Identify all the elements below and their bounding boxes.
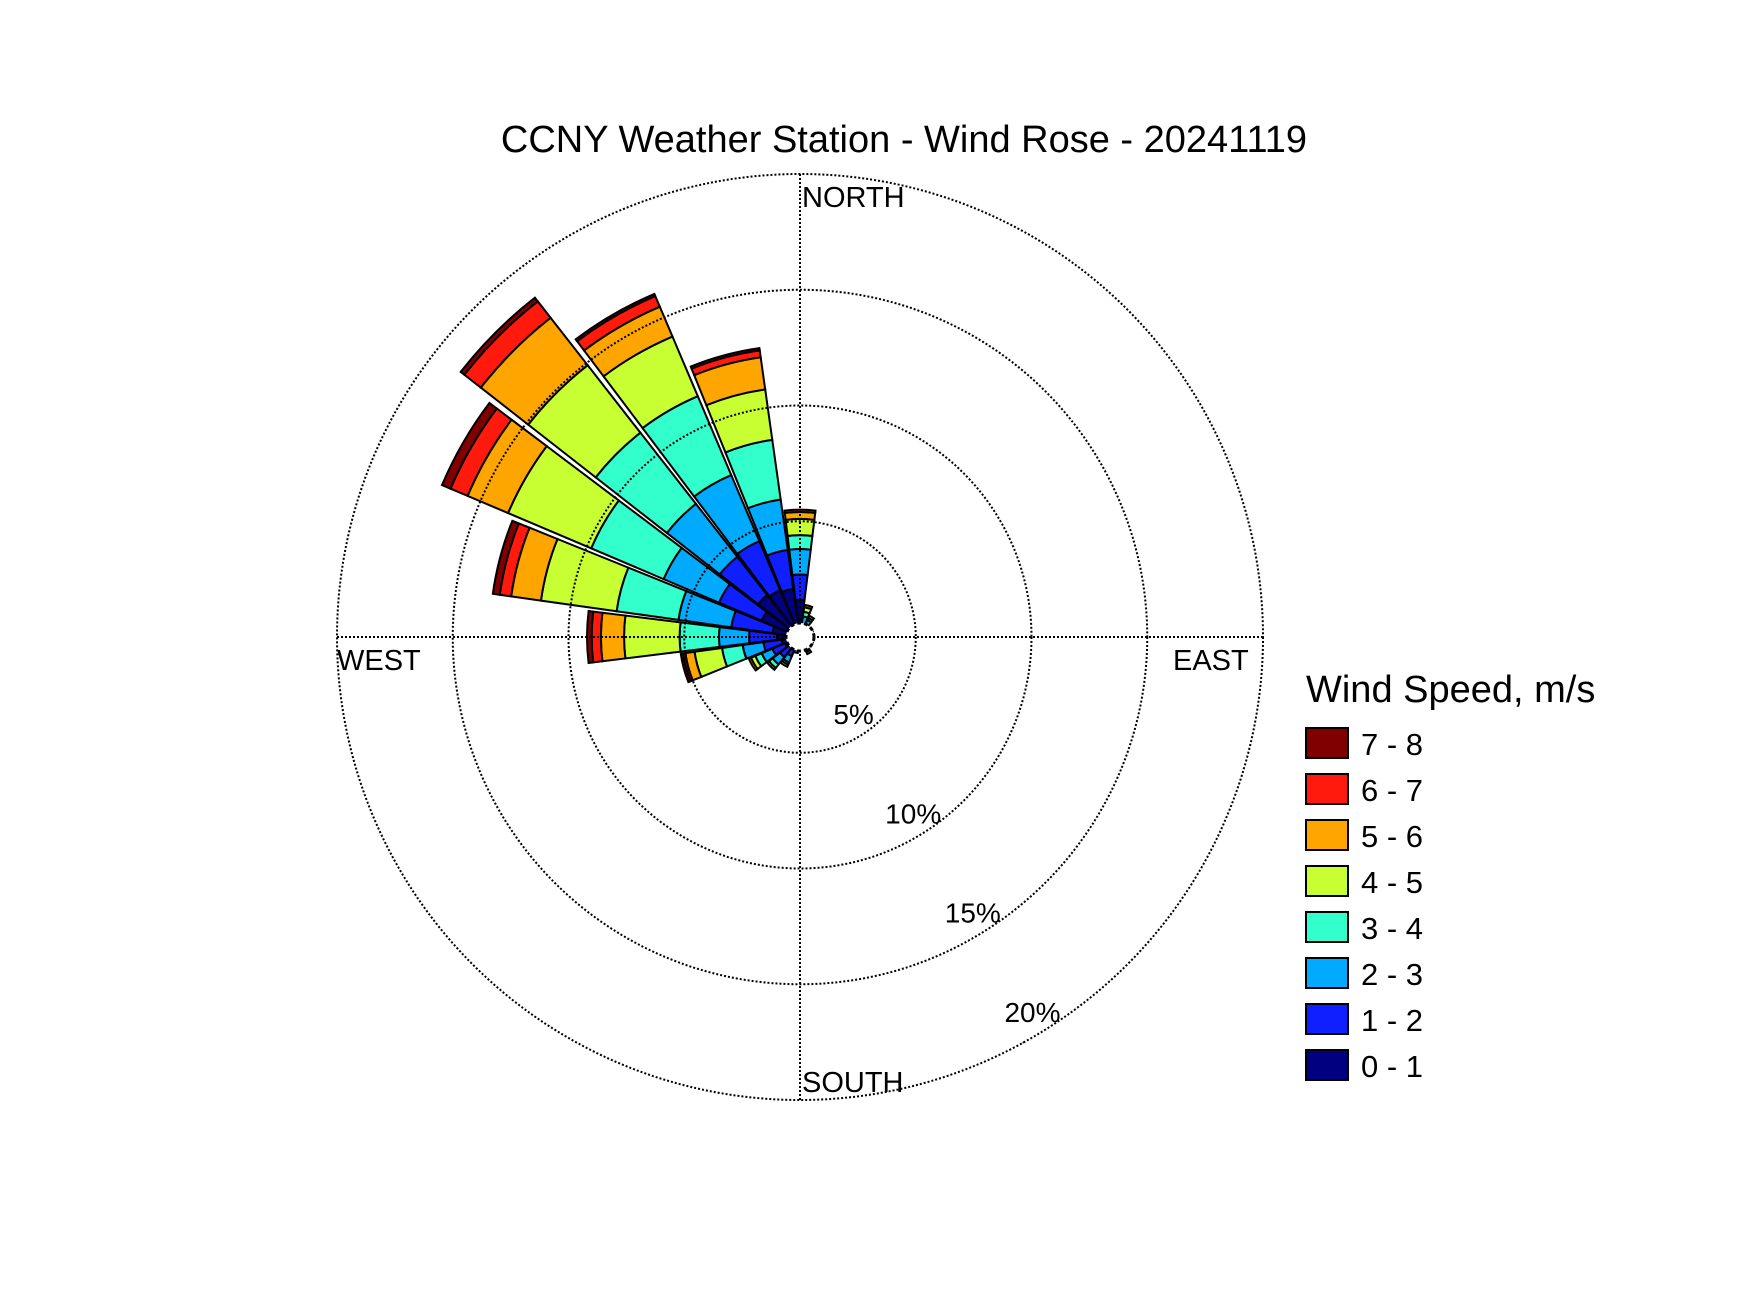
sector-segment xyxy=(689,347,761,371)
legend-swatch xyxy=(1305,819,1349,851)
grid-ring xyxy=(451,288,1149,986)
sector-segment xyxy=(440,401,499,490)
legend-title: Wind Speed, m/s xyxy=(1306,669,1595,711)
sector-segment xyxy=(806,614,816,622)
chart-title: CCNY Weather Station - Wind Rose - 20241… xyxy=(501,119,1307,161)
legend-swatch xyxy=(1305,773,1349,805)
sector-segment xyxy=(805,648,813,656)
legend-swatch xyxy=(1305,1003,1349,1035)
grid-ring xyxy=(683,520,917,754)
calm-circle xyxy=(784,621,816,653)
grid-ring xyxy=(567,404,1033,870)
ring-label: 20% xyxy=(1004,997,1060,1028)
sector-segment xyxy=(459,296,540,377)
legend-swatch xyxy=(1305,865,1349,897)
sector-segment xyxy=(623,614,682,660)
legend-label: 7 - 8 xyxy=(1361,727,1423,762)
ring-labels: 5% 10% 15% 20% xyxy=(833,699,1060,1028)
legend-label: 4 - 5 xyxy=(1361,865,1423,900)
ring-label: 10% xyxy=(885,798,941,829)
direction-label-west: WEST xyxy=(337,645,421,677)
sector-segment xyxy=(574,292,657,343)
legend-swatch xyxy=(1305,911,1349,943)
legend: 7 - 8 6 - 7 5 - 6 4 - 5 3 - 4 2 - 3 1 - 2 0 - 1 xyxy=(1305,727,1423,1084)
wind-sectors xyxy=(440,292,817,684)
legend-label: 6 - 7 xyxy=(1361,773,1423,808)
legend-swatch xyxy=(1305,727,1349,759)
legend-label: 0 - 1 xyxy=(1361,1049,1423,1084)
sector-segment xyxy=(491,519,521,596)
legend-label: 5 - 6 xyxy=(1361,819,1423,854)
sector-segment xyxy=(803,603,814,611)
ring-label: 15% xyxy=(945,898,1001,929)
direction-label-east: EAST xyxy=(1173,645,1249,677)
direction-label-north: NORTH xyxy=(802,182,905,214)
legend-swatch xyxy=(1305,1049,1349,1081)
legend-label: 1 - 2 xyxy=(1361,1003,1423,1038)
legend-swatch xyxy=(1305,957,1349,989)
legend-label: 3 - 4 xyxy=(1361,911,1423,946)
ring-label: 5% xyxy=(833,699,873,730)
legend-label: 2 - 3 xyxy=(1361,957,1423,992)
polar-grid xyxy=(336,173,1264,1101)
direction-label-south: SOUTH xyxy=(802,1067,904,1099)
sector-segment xyxy=(679,652,692,684)
